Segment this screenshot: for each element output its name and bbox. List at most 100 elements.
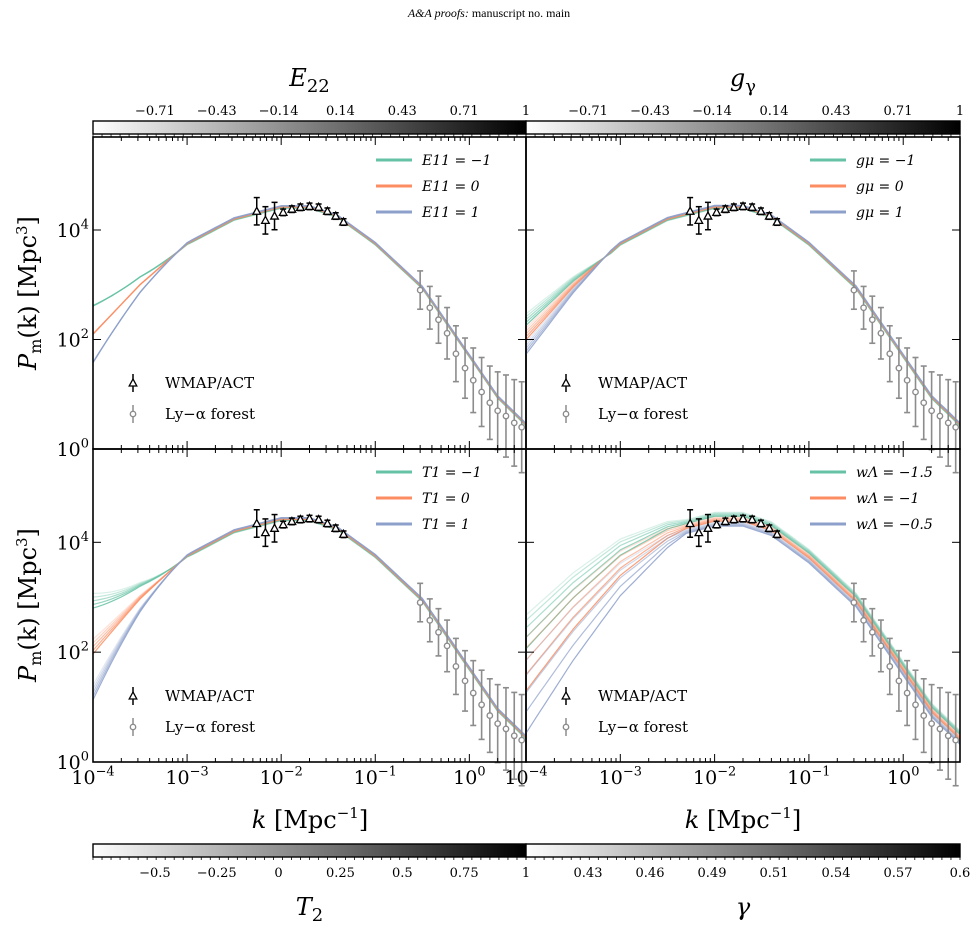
journal-name: A&A proofs: xyxy=(407,6,469,20)
model-curve xyxy=(526,205,960,424)
model-curve xyxy=(93,520,526,740)
wmap-point xyxy=(338,216,349,226)
data-legend: WMAP/ACT Ly−α forest xyxy=(128,374,255,423)
lya-point xyxy=(952,736,960,744)
colorbar-gradient xyxy=(92,843,527,858)
colorbar-tick-label: 0.75 xyxy=(450,866,479,881)
x-tick-label: 10−2 xyxy=(260,764,303,789)
model-curve xyxy=(526,206,960,425)
lya-point xyxy=(469,376,477,384)
panel-frame xyxy=(525,448,961,763)
colorbar-tick-label: 0.71 xyxy=(450,104,479,119)
model-curve xyxy=(93,205,526,425)
model-curve xyxy=(93,205,526,425)
y-tick-label: 102 xyxy=(57,327,89,352)
lya-point xyxy=(877,329,885,337)
model-curve xyxy=(93,519,526,739)
model-curve xyxy=(526,206,960,425)
wmap-point xyxy=(330,522,341,532)
x-tick-label: 10−1 xyxy=(354,764,397,789)
x-tick-label: 10−1 xyxy=(787,764,830,789)
panel-legend: T1 = −1 T1 = 0 T1 = 1 xyxy=(376,465,482,533)
wmap-point xyxy=(304,513,315,523)
colorbar-tick-label: −0.5 xyxy=(139,866,171,881)
wmap-point xyxy=(772,216,783,226)
model-curve xyxy=(93,518,526,738)
legend-lya-label: Ly−α forest xyxy=(165,405,255,423)
wmap-point xyxy=(756,205,766,215)
wmap-point xyxy=(685,518,696,528)
data-points xyxy=(251,509,526,787)
legend-wmap-marker xyxy=(561,377,571,387)
model-curve xyxy=(526,208,960,427)
lya-point xyxy=(860,616,867,624)
model-curve xyxy=(93,517,526,738)
wmap-point xyxy=(747,201,758,211)
model-curve xyxy=(526,205,960,424)
y-tick-label: 100 xyxy=(57,436,89,461)
colorbar-tick-label: 1 xyxy=(522,104,530,119)
colorbar-tick-label: 1 xyxy=(522,866,530,881)
lya-point xyxy=(469,689,477,697)
colorbar-tick-label: 0.51 xyxy=(760,866,789,881)
legend-lya-label: Ly−α forest xyxy=(598,405,688,423)
colorbar-tick-label: 0.6 xyxy=(950,866,971,881)
data-legend: WMAP/ACT Ly−α forest xyxy=(128,687,255,736)
colorbar-tick-label: −0.71 xyxy=(135,104,175,119)
x-tick-label: 10−4 xyxy=(504,764,547,789)
x-axis-label: k [Mpc−1] xyxy=(685,804,801,834)
legend-lya-marker xyxy=(562,410,570,418)
wmap-point xyxy=(728,201,739,211)
lya-point xyxy=(886,350,894,358)
panel-legend: wΛ = −1.5 wΛ = −1 wΛ = −0.5 xyxy=(810,465,933,533)
colorbar-tick-label: −0.43 xyxy=(630,104,670,119)
colorbar-label: T2 xyxy=(296,893,323,926)
lya-point xyxy=(416,599,424,606)
lya-point xyxy=(443,642,451,650)
model-curve xyxy=(93,519,526,739)
colorbar-tick-label: 0.5 xyxy=(392,866,413,881)
colorbar-top_right: −0.71 −0.43 −0.14 0.14 0.43 0.71 1 gγ xyxy=(525,64,964,137)
x-tick-label: 100 xyxy=(887,764,919,789)
model-curve xyxy=(526,518,960,738)
wmap-point xyxy=(693,527,704,537)
legend-label: wΛ = −0.5 xyxy=(856,517,933,533)
model-curve xyxy=(93,520,526,740)
colorbar-tick-label: 0.14 xyxy=(326,104,355,119)
lya-point xyxy=(928,720,936,728)
lya-point xyxy=(895,364,903,372)
model-curve xyxy=(526,205,960,424)
colorbar-gradient xyxy=(92,120,527,135)
wmap-point xyxy=(711,207,722,217)
model-curve xyxy=(526,511,960,731)
legend-lya-marker xyxy=(562,723,570,731)
lya-point xyxy=(877,642,885,650)
colorbar-label: gγ xyxy=(730,64,756,97)
colorbar-tick-label: 0.14 xyxy=(760,104,789,119)
wmap-point xyxy=(295,514,306,524)
model-curve xyxy=(526,521,960,741)
model-curve xyxy=(526,207,960,426)
lya-point xyxy=(426,616,434,624)
wmap-point xyxy=(703,210,713,220)
wmap-point xyxy=(313,514,324,524)
model-curve xyxy=(526,516,960,736)
lya-point xyxy=(502,412,510,420)
model-curve xyxy=(526,206,960,426)
colorbar-label: E22 xyxy=(288,64,329,97)
lya-point xyxy=(860,304,867,312)
model-curves xyxy=(93,205,526,427)
lya-point xyxy=(518,423,526,431)
model-curve xyxy=(93,519,526,739)
model-curve xyxy=(93,205,526,424)
wmap-point xyxy=(747,514,758,524)
manuscript-info: manuscript no. main xyxy=(471,6,571,20)
wmap-point xyxy=(251,518,262,528)
x-tick-label: 10−4 xyxy=(71,764,114,789)
colorbar-tick-label: 0.25 xyxy=(326,866,355,881)
wmap-point xyxy=(720,516,731,526)
model-curve xyxy=(93,517,526,737)
model-curve xyxy=(93,205,526,424)
lya-point xyxy=(452,663,460,670)
legend-label: T1 = −1 xyxy=(422,465,482,481)
